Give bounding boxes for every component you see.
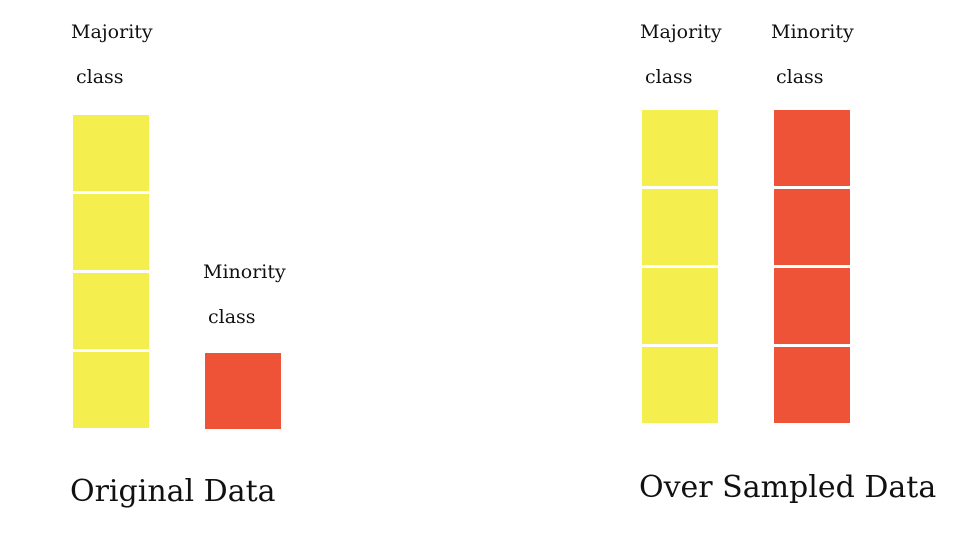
majority-class-block xyxy=(73,352,149,428)
oversampled-majority-label-line1: Majority xyxy=(640,21,722,43)
minority-class-block xyxy=(774,347,850,423)
majority-class-block xyxy=(73,273,149,349)
oversampled-data-caption: Over Sampled Data xyxy=(639,470,937,505)
minority-class-block xyxy=(774,189,850,265)
original-majority-label-line2: class xyxy=(76,66,124,88)
minority-class-block xyxy=(774,110,850,186)
majority-class-block xyxy=(642,268,718,344)
majority-class-block xyxy=(73,115,149,191)
oversampled-minority-label-line1: Minority xyxy=(771,21,854,43)
original-minority-label-line1: Minority xyxy=(203,261,286,283)
oversampled-minority-stack xyxy=(774,110,850,423)
original-majority-label-line1: Majority xyxy=(71,21,153,43)
oversampled-majority-label-line2: class xyxy=(645,66,693,88)
oversampled-majority-stack xyxy=(642,110,718,423)
majority-class-block xyxy=(73,194,149,270)
majority-class-block xyxy=(642,110,718,186)
original-majority-stack xyxy=(73,115,149,428)
original-minority-label-line2: class xyxy=(208,306,256,328)
original-data-caption: Original Data xyxy=(70,474,276,509)
majority-class-block xyxy=(642,189,718,265)
original-minority-stack xyxy=(205,353,281,429)
oversampled-minority-label-line2: class xyxy=(776,66,824,88)
minority-class-block xyxy=(774,268,850,344)
minority-class-block xyxy=(205,353,281,429)
majority-class-block xyxy=(642,347,718,423)
